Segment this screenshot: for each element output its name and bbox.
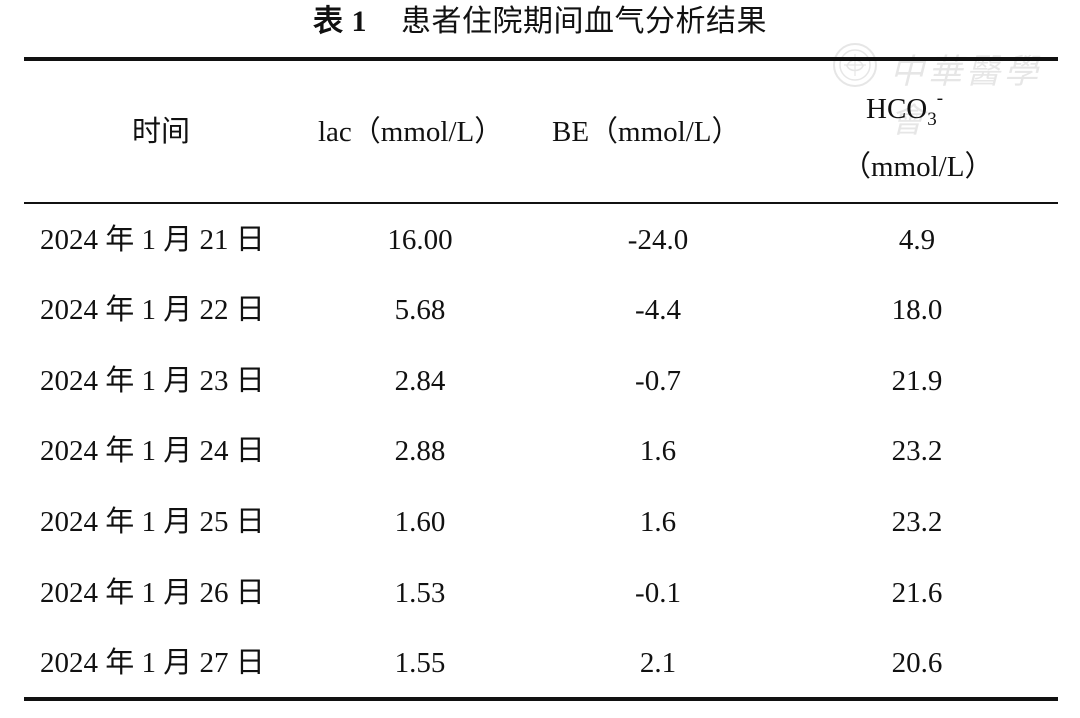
header-hco3: HCO3- (866, 81, 943, 138)
table-bottom-rule (24, 697, 1058, 701)
header-lac: lac（mmol/L） (318, 116, 504, 148)
row-hco3: 21.9 (891, 365, 943, 397)
row-hco3: 18.0 (891, 294, 943, 326)
row-lac: 1.60 (394, 506, 446, 538)
row-date: 2024 年 1 月 23 日 (40, 365, 265, 397)
row-be: 1.6 (639, 506, 677, 538)
table-row: 2024 年 1 月 27 日 1.55 2.1 20.6 (0, 645, 1080, 715)
row-be: -24.0 (627, 224, 689, 256)
row-be: -4.4 (635, 294, 681, 326)
row-hco3: 20.6 (891, 647, 943, 679)
row-date: 2024 年 1 月 26 日 (40, 577, 265, 609)
table-header-rule (24, 202, 1058, 204)
row-date: 2024 年 1 月 22 日 (40, 294, 265, 326)
row-lac: 2.88 (394, 435, 446, 467)
header-time: 时间 (132, 116, 191, 148)
row-hco3: 23.2 (891, 435, 943, 467)
row-be: 1.6 (639, 435, 677, 467)
table-title-text: 患者住院期间血气分析结果 (401, 5, 767, 38)
row-lac: 5.68 (394, 294, 446, 326)
table-title-label: 表 1 (313, 5, 367, 38)
row-hco3: 23.2 (891, 506, 943, 538)
header-hco3-subscript: 3 (927, 109, 937, 130)
row-hco3: 21.6 (891, 577, 943, 609)
row-lac: 16.00 (387, 224, 453, 256)
table-row: 2024 年 1 月 22 日 5.68 -4.4 18.0 (0, 292, 1080, 362)
row-date: 2024 年 1 月 27 日 (40, 647, 265, 679)
table-title: 表 1 患者住院期间血气分析结果 (0, 2, 1080, 42)
row-lac: 1.55 (394, 647, 446, 679)
header-hco3-superscript: - (936, 88, 944, 109)
row-lac: 2.84 (394, 365, 446, 397)
table-row: 2024 年 1 月 21 日 16.00 -24.0 4.9 (0, 222, 1080, 292)
table-row: 2024 年 1 月 25 日 1.60 1.6 23.2 (0, 504, 1080, 574)
row-date: 2024 年 1 月 25 日 (40, 506, 265, 538)
row-lac: 1.53 (394, 577, 446, 609)
table-row: 2024 年 1 月 26 日 1.53 -0.1 21.6 (0, 575, 1080, 645)
row-be: 2.1 (639, 647, 677, 679)
header-hco3-unit: （mmol/L） (842, 151, 994, 183)
header-be: BE（mmol/L） (552, 116, 741, 148)
table-row: 2024 年 1 月 23 日 2.84 -0.7 21.9 (0, 363, 1080, 433)
row-hco3: 4.9 (898, 224, 936, 256)
table-row: 2024 年 1 月 24 日 2.88 1.6 23.2 (0, 433, 1080, 503)
row-date: 2024 年 1 月 24 日 (40, 435, 265, 467)
row-date: 2024 年 1 月 21 日 (40, 224, 265, 256)
table-top-rule (24, 57, 1058, 61)
row-be: -0.7 (635, 365, 681, 397)
row-be: -0.1 (635, 577, 681, 609)
header-hco3-base: HCO (866, 93, 928, 125)
